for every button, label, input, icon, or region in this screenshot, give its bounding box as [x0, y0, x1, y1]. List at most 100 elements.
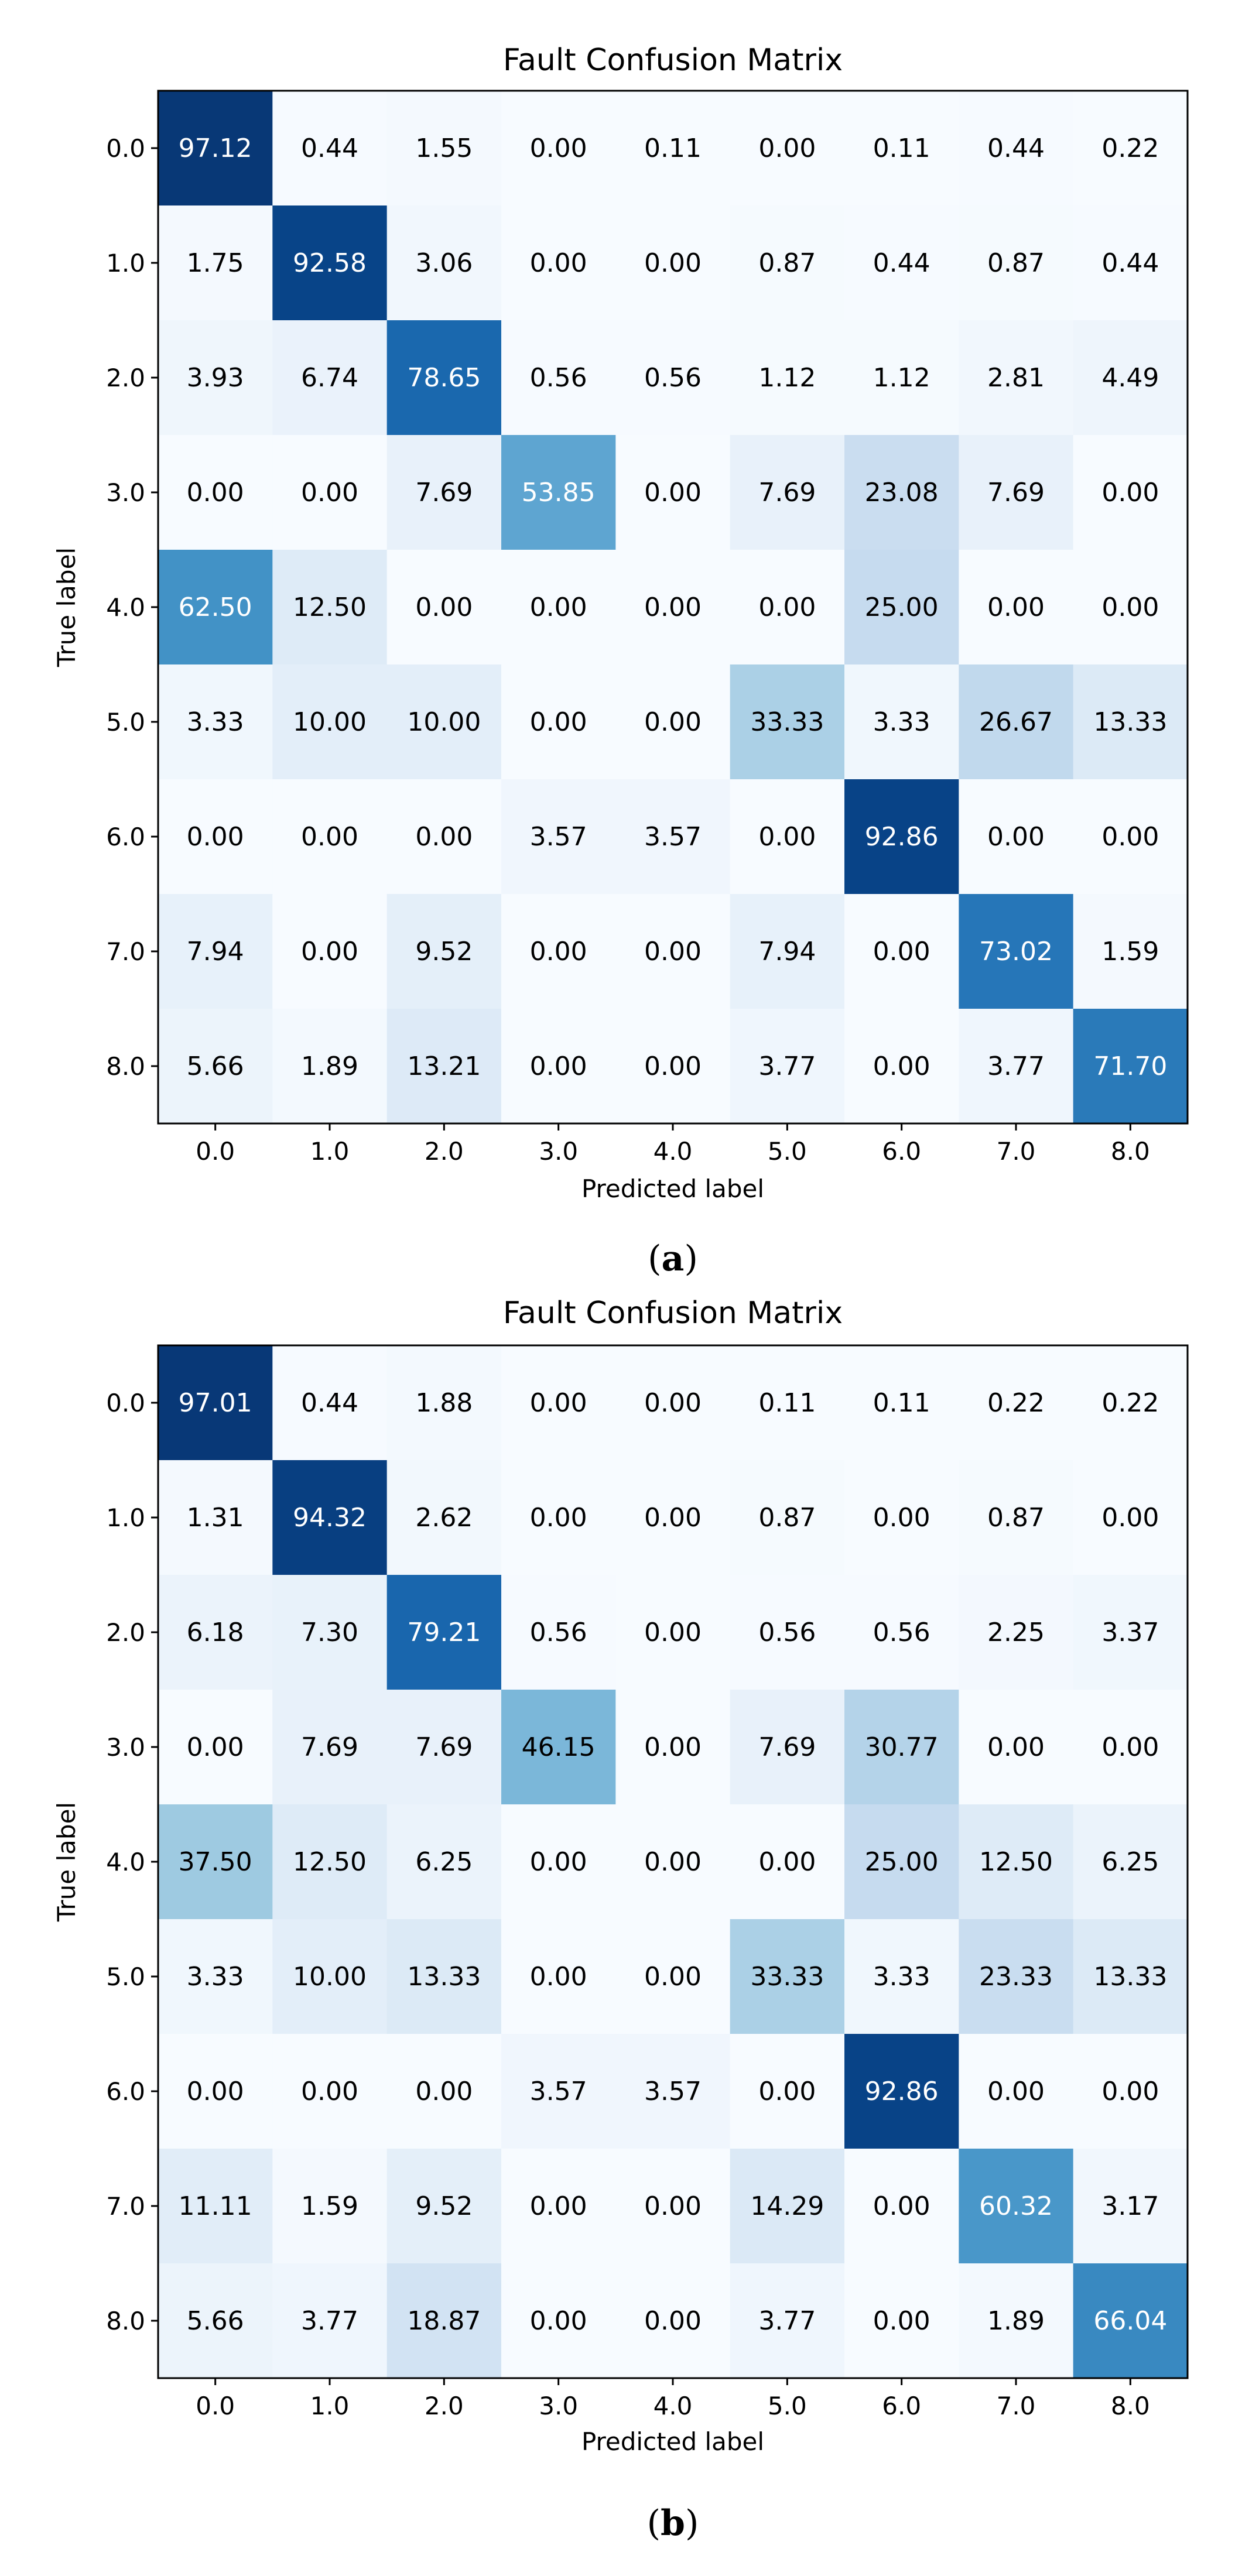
heatmap-cell — [501, 1690, 616, 1805]
cell-value-label: 37.50 — [179, 1847, 252, 1877]
cell-value-label: 79.21 — [407, 1618, 481, 1647]
heatmap-cell — [844, 1009, 959, 1124]
cell-value-label: 92.86 — [865, 822, 939, 852]
y-tick-label: 5.0 — [106, 1962, 145, 1991]
cell-value-label: 13.33 — [1093, 707, 1167, 737]
cell-value-label: 0.00 — [987, 822, 1045, 852]
y-axis-ticks: 0.0 1.0 2.0 3.0 4.0 5.0 6.0 7.0 8.0 — [106, 1389, 158, 2335]
heatmap-cell — [272, 91, 388, 206]
x-tick-label: 3.0 — [539, 2392, 578, 2420]
heatmap-cell — [730, 1460, 845, 1575]
x-axis-label: Predicted label — [581, 1174, 764, 1203]
heatmap-cell — [272, 550, 388, 665]
heatmap-cell — [501, 1804, 616, 1920]
panel-caption: (b) — [647, 2503, 699, 2544]
heatmap-cell — [501, 664, 616, 780]
x-tick-label: 7.0 — [997, 1137, 1036, 1166]
heatmap-cell — [386, 550, 502, 665]
cell-value-label: 0.00 — [873, 1051, 930, 1081]
x-tick-label: 2.0 — [425, 2392, 464, 2420]
cell-value-label: 23.33 — [979, 1962, 1053, 1992]
heatmap-cell — [1073, 1690, 1188, 1805]
heatmap-cell — [615, 2263, 731, 2379]
cell-value-label: 0.00 — [301, 937, 358, 967]
heatmap-cell — [615, 664, 731, 780]
heatmap-cell — [272, 1575, 388, 1690]
heatmap-cell — [501, 435, 616, 550]
cell-value-label: 3.06 — [415, 248, 473, 278]
x-tick-label: 6.0 — [882, 2392, 921, 2420]
cell-value-label: 0.00 — [644, 592, 702, 622]
cell-value-label: 2.25 — [987, 1618, 1045, 1647]
cell-value-label: 3.77 — [301, 2306, 358, 2336]
heatmap-cell — [730, 91, 845, 206]
cell-value-label: 0.00 — [187, 1732, 244, 1762]
cell-value-label: 0.00 — [987, 592, 1045, 622]
heatmap-cell — [158, 664, 273, 780]
cell-value-label: 0.00 — [644, 1051, 702, 1081]
heatmap-cell — [844, 664, 959, 780]
heatmap-cell — [730, 550, 845, 665]
heatmap-cell — [272, 2034, 388, 2149]
cell-value-label: 0.00 — [301, 2077, 358, 2106]
cell-value-label: 5.66 — [187, 1051, 244, 1081]
cell-value-label: 94.32 — [293, 1503, 367, 1533]
heatmap-cell — [386, 779, 502, 895]
cell-value-label: 1.12 — [758, 363, 816, 393]
heatmap-cell — [272, 1345, 388, 1461]
heatmap-cell — [1073, 1345, 1188, 1461]
cell-value-label: 92.58 — [293, 248, 367, 278]
cell-value-label: 0.56 — [873, 1618, 930, 1647]
heatmap-cells: 97.01 0.44 1.88 0.00 0.00 0.11 0.11 0.22 0.22 1.3… — [158, 1345, 1188, 2379]
cell-value-label: 6.18 — [187, 1618, 244, 1647]
cell-value-label: 30.77 — [865, 1732, 939, 1762]
heatmap-cell — [615, 2149, 731, 2264]
cell-value-label: 0.00 — [644, 1503, 702, 1533]
cell-value-label: 13.33 — [407, 1962, 481, 1992]
cell-value-label: 0.00 — [1101, 1732, 1159, 1762]
heatmap-cell — [844, 435, 959, 550]
x-tick-label: 8.0 — [1111, 1137, 1150, 1166]
heatmap-cell — [844, 894, 959, 1009]
cell-value-label: 3.77 — [987, 1051, 1045, 1081]
heatmap-cell — [730, 205, 845, 321]
heatmap-cell — [615, 435, 731, 550]
cell-value-label: 0.11 — [758, 1388, 816, 1418]
cell-value-label: 0.22 — [987, 1388, 1045, 1418]
heatmap-cell — [1073, 1804, 1188, 1920]
cell-value-label: 5.66 — [187, 2306, 244, 2336]
cell-value-label: 0.00 — [758, 2077, 816, 2106]
heatmap-cell — [501, 550, 616, 665]
cell-value-label: 10.00 — [407, 707, 481, 737]
cell-value-label: 6.74 — [301, 363, 358, 393]
heatmap-cell — [730, 1575, 845, 1690]
cell-value-label: 60.32 — [979, 2191, 1053, 2221]
y-tick-label: 4.0 — [106, 1848, 145, 1876]
y-tick-label: 8.0 — [106, 1052, 145, 1081]
cell-value-label: 0.00 — [644, 937, 702, 967]
cell-value-label: 7.69 — [415, 1732, 473, 1762]
cell-value-label: 0.00 — [644, 1732, 702, 1762]
cell-value-label: 3.57 — [530, 2077, 587, 2106]
heatmap-cell — [272, 1460, 388, 1575]
y-tick-label: 1.0 — [106, 249, 145, 278]
cell-value-label: 0.00 — [873, 2306, 930, 2336]
y-tick-label: 0.0 — [106, 1389, 145, 1417]
cell-value-label: 0.00 — [530, 707, 587, 737]
cell-value-label: 0.56 — [530, 363, 587, 393]
heatmap-cell — [844, 1460, 959, 1575]
heatmap-cell — [730, 1919, 845, 2034]
y-axis-ticks: 0.0 1.0 2.0 3.0 4.0 5.0 6.0 7.0 8.0 — [106, 134, 158, 1081]
heatmap-cell — [844, 1345, 959, 1461]
cell-value-label: 10.00 — [293, 707, 367, 737]
x-tick-label: 2.0 — [425, 1137, 464, 1166]
heatmap-cell — [615, 1009, 731, 1124]
heatmap-cell — [158, 1804, 273, 1920]
cell-value-label: 0.00 — [530, 1051, 587, 1081]
heatmap-cell — [158, 1919, 273, 2034]
cell-value-label: 0.00 — [987, 2077, 1045, 2106]
cell-value-label: 7.69 — [758, 1732, 816, 1762]
heatmap-cell — [272, 779, 388, 895]
cell-value-label: 0.00 — [644, 1618, 702, 1647]
cell-value-label: 0.00 — [644, 478, 702, 508]
